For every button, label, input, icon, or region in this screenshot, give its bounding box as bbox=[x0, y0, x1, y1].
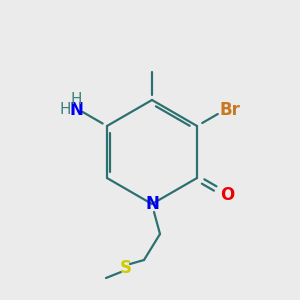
Text: O: O bbox=[220, 187, 235, 205]
Text: H: H bbox=[71, 92, 82, 106]
Text: N: N bbox=[145, 195, 159, 213]
Text: H: H bbox=[60, 103, 71, 118]
Text: Br: Br bbox=[219, 101, 240, 119]
Text: N: N bbox=[70, 101, 84, 119]
Text: S: S bbox=[120, 259, 132, 277]
